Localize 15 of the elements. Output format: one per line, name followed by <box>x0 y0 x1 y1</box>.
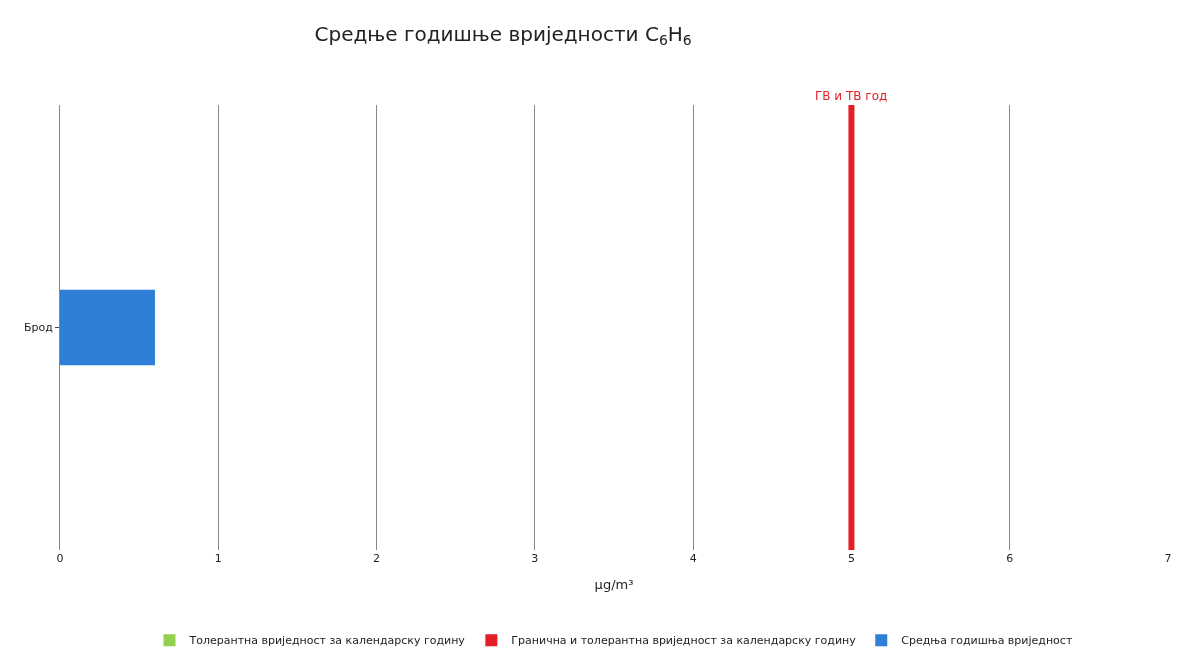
legend-label: Толерантна вриједност за календарску годину <box>188 634 466 648</box>
x-axis-title: µg/m³ <box>594 576 634 592</box>
ref-line-label: ГВ и ТВ год <box>815 89 888 103</box>
x-tick-label: 6 <box>1006 552 1014 565</box>
legend-label: Средња годишња вриједност <box>901 634 1073 648</box>
x-tick-label: 5 <box>847 552 855 565</box>
legend-label: Гранична и толерантна вриједност за календарску годину <box>511 634 857 648</box>
x-tick-label: 1 <box>214 552 222 565</box>
x-tick-label: 3 <box>531 552 539 565</box>
x-tick-label: 2 <box>373 552 381 565</box>
x-tick-label: 0 <box>56 552 64 565</box>
x-tick-label: 4 <box>689 552 697 565</box>
chart-title: Средње годишње вриједности C$_{6}$H$_{6}$ <box>314 21 692 48</box>
x-tick-label: 7 <box>1164 552 1172 565</box>
y-tick-label: Брод <box>23 321 54 335</box>
